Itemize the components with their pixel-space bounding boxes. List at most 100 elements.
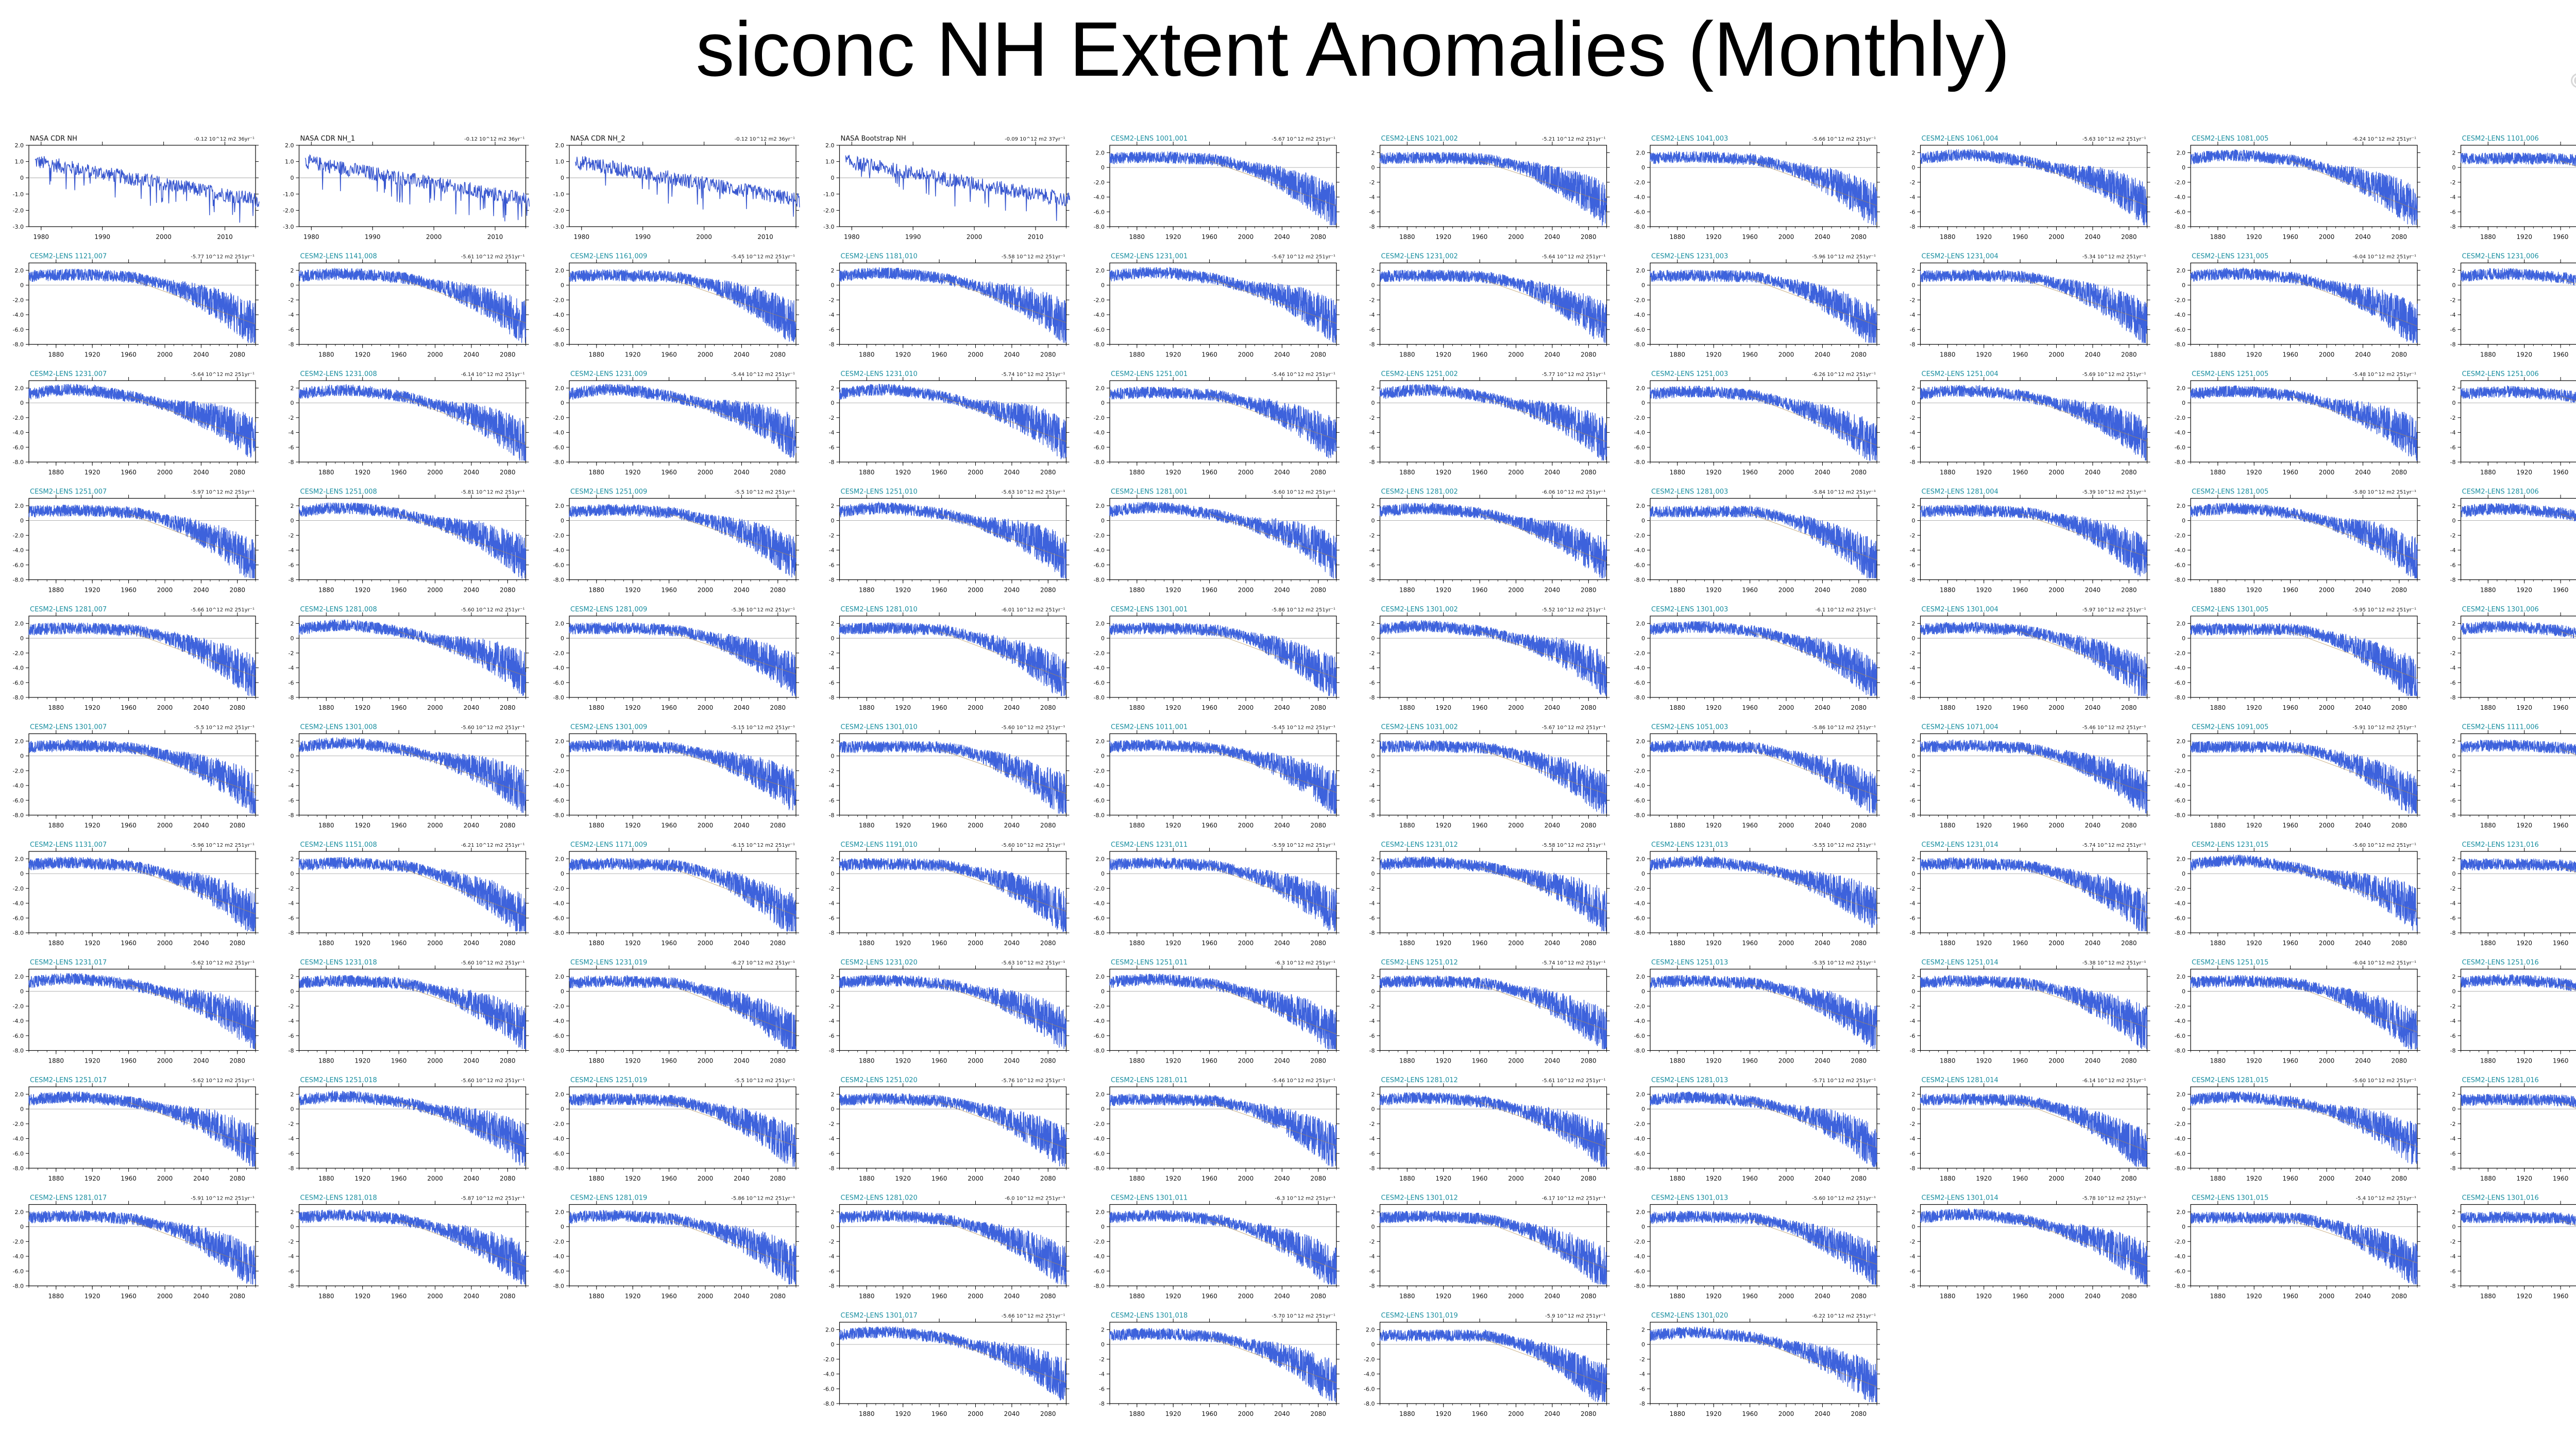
y-tick-label: -2.0 (1634, 415, 1645, 421)
y-tick-label: -2 (829, 767, 835, 774)
trend-line (939, 396, 1066, 442)
y-tick-label: 2.0 (555, 738, 565, 745)
panel-trend: -5.96 10^12 m2 251yr⁻¹ (1812, 254, 1876, 260)
y-tick-label: -8.0 (2175, 341, 2185, 348)
x-tick-label: 2040 (193, 351, 209, 358)
y-tick-label: 0 (831, 870, 835, 877)
y-tick-label: -6.0 (13, 444, 24, 451)
panel: CESM2-LENS 1231.014 -5.74 10^12 m2 251yr⁻… (1910, 841, 2150, 947)
x-tick-label: 1880 (1670, 704, 1686, 711)
x-tick-label: 1880 (859, 704, 875, 711)
y-tick-label: 1.0 (555, 159, 565, 165)
y-tick-label: -4 (1369, 312, 1375, 318)
x-tick-label: 2080 (1040, 469, 1056, 476)
x-tick-label: 1920 (1976, 939, 1992, 947)
panel: CESM2-LENS 1231.013 -5.55 10^12 m2 251yr⁻… (1634, 841, 1880, 947)
x-tick-label: 1920 (354, 587, 370, 594)
y-tick-label: -2 (829, 415, 835, 421)
y-tick-label: 0 (1101, 518, 1105, 524)
y-tick-label: -6.0 (2175, 209, 2185, 215)
x-tick-label: 2000 (1778, 822, 1794, 829)
y-tick-label: -4.0 (1094, 782, 1105, 789)
y-tick-label: -8 (2450, 694, 2456, 701)
x-tick-label: 2000 (698, 351, 714, 358)
y-tick-label: -6.0 (553, 679, 564, 686)
y-tick-label: -2 (289, 650, 294, 657)
y-tick-label: -4 (1369, 430, 1375, 436)
panel: CESM2-LENS 1131.007 -5.96 10^12 m2 251yr⁻… (13, 841, 259, 947)
panel-trend: -5.84 10^12 m2 251yr⁻¹ (1812, 490, 1876, 496)
x-tick-label: 1960 (121, 822, 137, 829)
y-tick-label: -8.0 (1634, 341, 1645, 348)
y-tick-label: -8.0 (13, 1048, 24, 1054)
x-tick-label: 2000 (968, 351, 984, 358)
x-tick-label: 1920 (84, 351, 100, 358)
y-tick-label: -4 (1910, 665, 1916, 672)
trend-line (1209, 278, 1337, 324)
y-tick-label: -6 (1910, 562, 1916, 569)
panel-label: CESM2-LENS 1111.006 (2462, 724, 2539, 731)
x-tick-label: 1960 (2553, 704, 2569, 711)
x-tick-label: 1920 (2246, 939, 2262, 947)
y-tick-label: -6.0 (1094, 327, 1105, 333)
x-tick-label: 2040 (1274, 822, 1290, 829)
x-tick-label: 1960 (931, 1057, 947, 1065)
panel-trend: -5.77 10^12 m2 251yr⁻¹ (1542, 372, 1606, 378)
x-tick-label: 2080 (230, 587, 246, 594)
x-tick-label: 1960 (931, 822, 947, 829)
y-tick-label: -2 (289, 1003, 294, 1010)
y-tick-label: -2 (289, 885, 294, 892)
y-tick-label: 2.0 (1096, 385, 1105, 391)
y-tick-label: -2.0 (13, 767, 24, 774)
y-tick-label: -8.0 (1634, 577, 1645, 584)
x-tick-label: 2000 (427, 939, 443, 947)
panel: CESM2-LENS 1301.006-5.58 10^12 m2 251yr⁻… (2450, 606, 2576, 711)
x-tick-label: 2000 (2319, 704, 2335, 711)
panel: CESM2-LENS 1231.006-5.69 10^12 m2 251yr⁻… (2450, 253, 2576, 358)
y-tick-label: 2.0 (555, 503, 565, 509)
x-tick-label: 1920 (895, 704, 911, 711)
panel: CESM2-LENS 1251.005 -5.48 10^12 m2 251yr⁻… (2175, 370, 2420, 476)
x-tick-label: 2000 (1508, 233, 1524, 241)
x-tick-label: 1960 (931, 469, 947, 476)
model-series-line (1920, 621, 2147, 696)
y-tick-label: 2 (831, 503, 835, 509)
x-tick-label: 2080 (2121, 587, 2137, 594)
y-tick-label: 2 (2452, 856, 2456, 862)
plot-frame (2460, 851, 2576, 933)
x-tick-label: 1920 (1976, 469, 1992, 476)
x-tick-label: 2040 (464, 704, 480, 711)
y-tick-label: -4 (289, 665, 294, 672)
x-tick-label: 1920 (2516, 822, 2532, 829)
trend-line (398, 514, 526, 560)
x-tick-label: 1880 (2480, 822, 2496, 829)
model-series-line (1379, 384, 1607, 461)
model-series-line (1379, 620, 1607, 696)
x-tick-label: 2000 (2319, 351, 2335, 358)
panel-label: CESM2-LENS 1231.014 (1922, 841, 1998, 849)
panel-trend: -5.63 10^12 m2 251yr⁻¹ (2082, 136, 2146, 142)
x-tick-label: 1920 (354, 704, 370, 711)
obs-series-line (304, 154, 530, 221)
y-tick-label: 2 (1912, 149, 1916, 156)
panel-label: CESM2-LENS 1231.008 (300, 370, 377, 378)
model-series-line (1650, 621, 1877, 696)
y-tick-label: -4.0 (13, 665, 24, 672)
panel-label: CESM2-LENS 1231.011 (1111, 841, 1188, 849)
y-tick-label: 0 (2452, 753, 2456, 760)
x-tick-label: 1960 (391, 822, 407, 829)
y-tick-label: -2 (1369, 297, 1375, 303)
x-tick-label: 1880 (2210, 351, 2226, 358)
x-tick-label: 1960 (1472, 587, 1488, 594)
x-tick-label: 2080 (2392, 939, 2408, 947)
x-tick-label: 1920 (895, 587, 911, 594)
y-tick-label: 2.0 (15, 620, 24, 627)
y-tick-label: 0 (1101, 164, 1105, 171)
y-tick-label: 2 (291, 973, 294, 980)
y-tick-label: -6 (829, 797, 835, 804)
y-tick-label: 0 (1912, 282, 1916, 289)
panel-trend: -5.62 10^12 m2 251yr⁻¹ (191, 961, 255, 966)
y-tick-label: -6.0 (2175, 797, 2185, 804)
trend-line (1209, 631, 1337, 678)
